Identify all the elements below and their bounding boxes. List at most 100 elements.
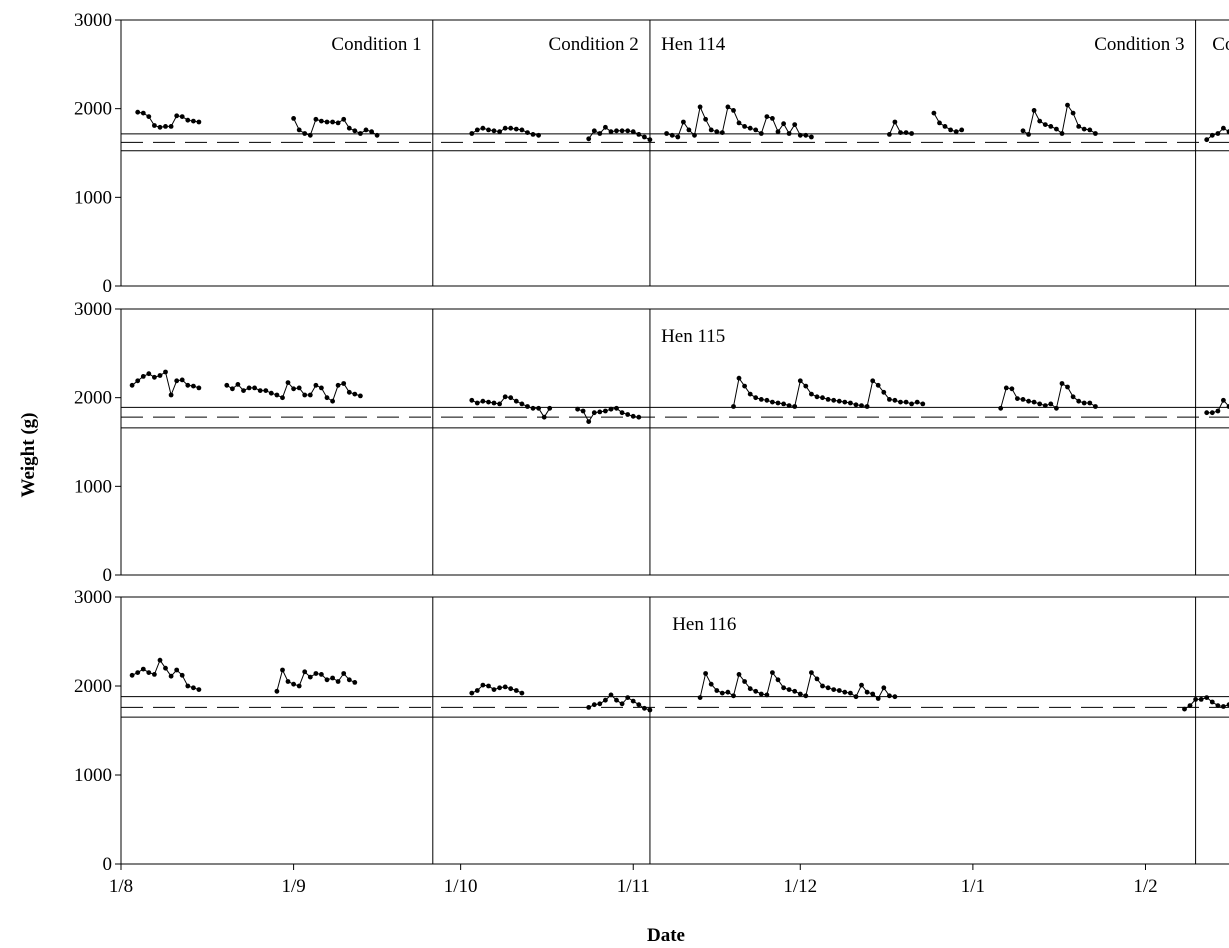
data-point bbox=[196, 119, 202, 125]
data-point bbox=[642, 705, 647, 711]
data-point bbox=[469, 397, 475, 403]
data-point bbox=[530, 405, 536, 411]
data-line bbox=[471, 684, 523, 694]
data-point bbox=[714, 129, 720, 135]
data-point bbox=[764, 114, 770, 119]
data-point bbox=[280, 395, 285, 401]
data-point bbox=[836, 688, 842, 693]
data-point bbox=[313, 382, 319, 388]
data-point bbox=[586, 136, 592, 142]
data-point bbox=[853, 402, 859, 408]
data-point bbox=[647, 137, 653, 143]
data-point bbox=[719, 130, 725, 136]
data-point bbox=[580, 408, 586, 414]
y-axis-title: Weight (g) bbox=[18, 413, 39, 498]
data-point bbox=[903, 130, 909, 136]
data-series-segment bbox=[469, 394, 553, 420]
data-series-segment bbox=[586, 692, 653, 713]
x-tick-label: 1/12 bbox=[783, 876, 817, 897]
data-point bbox=[1093, 404, 1098, 409]
data-point bbox=[335, 382, 341, 388]
data-point bbox=[591, 128, 597, 134]
data-point bbox=[820, 683, 825, 689]
data-point bbox=[352, 680, 358, 685]
x-axis: 1/8 1/9 1/10 1/11 1/12 1/1 1/2 bbox=[109, 864, 1158, 897]
data-point bbox=[135, 378, 141, 384]
data-point bbox=[374, 132, 380, 138]
data-point bbox=[1081, 400, 1087, 406]
data-point bbox=[608, 406, 614, 412]
data-point bbox=[825, 685, 831, 691]
data-series-segment bbox=[129, 657, 202, 692]
data-point bbox=[1187, 703, 1193, 708]
data-point bbox=[296, 127, 302, 133]
data-point bbox=[703, 116, 708, 122]
data-point bbox=[797, 132, 803, 138]
data-point bbox=[140, 110, 146, 116]
data-series-segment bbox=[931, 110, 965, 135]
data-point bbox=[196, 687, 202, 692]
data-point bbox=[263, 388, 269, 393]
data-point bbox=[898, 399, 903, 405]
panel-title: Hen 115 bbox=[661, 326, 725, 347]
data-point bbox=[881, 389, 887, 395]
data-point bbox=[519, 401, 525, 407]
data-point bbox=[1226, 129, 1229, 135]
data-point bbox=[714, 688, 720, 693]
data-point bbox=[597, 409, 603, 415]
data-line bbox=[1206, 127, 1229, 141]
data-point bbox=[346, 125, 352, 131]
data-point bbox=[363, 127, 369, 133]
data-point bbox=[1221, 704, 1226, 709]
data-point bbox=[1215, 408, 1221, 414]
data-point bbox=[753, 127, 759, 133]
data-point bbox=[140, 374, 146, 379]
data-point bbox=[1037, 118, 1043, 124]
y-tick-label: 0 bbox=[103, 854, 113, 875]
data-point bbox=[480, 682, 486, 688]
data-point bbox=[747, 391, 753, 397]
data-point bbox=[135, 670, 141, 675]
data-point bbox=[608, 129, 614, 135]
data-point bbox=[1215, 703, 1221, 708]
data-point bbox=[174, 378, 180, 384]
data-point bbox=[536, 132, 541, 138]
data-point bbox=[174, 113, 180, 119]
data-series-segment bbox=[1020, 102, 1098, 137]
data-point bbox=[848, 400, 853, 406]
data-point bbox=[508, 125, 514, 131]
data-point bbox=[697, 695, 703, 700]
data-point bbox=[747, 125, 753, 131]
y-tick-label: 3000 bbox=[74, 299, 112, 320]
data-point bbox=[179, 672, 185, 678]
data-point bbox=[719, 690, 725, 696]
chart-panels: 0 1000 2000 3000 Hen 114 Condition 1 Condition… bbox=[74, 10, 1229, 875]
data-point bbox=[1031, 108, 1037, 113]
data-point bbox=[497, 685, 502, 691]
x-tick-label: 1/11 bbox=[617, 876, 650, 897]
data-point bbox=[591, 702, 597, 708]
data-point bbox=[619, 128, 625, 134]
data-point bbox=[747, 686, 753, 692]
data-point bbox=[1226, 404, 1229, 409]
data-point bbox=[513, 688, 519, 693]
data-point bbox=[519, 690, 525, 696]
data-point bbox=[174, 667, 180, 673]
data-point bbox=[285, 679, 291, 684]
data-series-segment bbox=[274, 667, 358, 694]
data-series-segment bbox=[291, 116, 380, 138]
data-point bbox=[942, 124, 948, 129]
data-series-segment bbox=[998, 381, 1098, 411]
data-point bbox=[469, 131, 475, 136]
data-point bbox=[319, 672, 324, 677]
data-point bbox=[614, 697, 619, 703]
data-point bbox=[1070, 110, 1076, 116]
data-point bbox=[346, 677, 352, 683]
data-point bbox=[486, 127, 491, 133]
data-point bbox=[803, 132, 809, 138]
data-point bbox=[324, 119, 330, 125]
data-point bbox=[630, 698, 636, 704]
data-line bbox=[293, 118, 378, 136]
x-tick-label: 1/9 bbox=[281, 876, 305, 897]
data-point bbox=[853, 694, 859, 700]
